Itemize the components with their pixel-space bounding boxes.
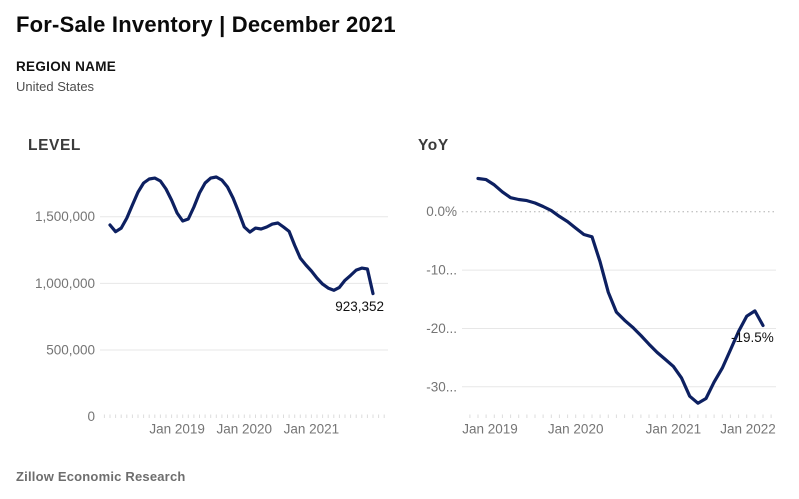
level-end-value-label: 923,352: [335, 299, 384, 314]
level-y-tick-label: 1,000,000: [35, 276, 95, 291]
level-x-tick-label: Jan 2019: [149, 422, 205, 437]
yoy-x-tick-label: Jan 2019: [462, 422, 518, 437]
level-x-tick-label: Jan 2020: [217, 422, 273, 437]
yoy-y-tick-label: -30...: [426, 379, 457, 394]
level-chart-heading: LEVEL: [28, 137, 81, 154]
level-y-tick-label: 500,000: [46, 343, 95, 358]
yoy-x-tick-label: Jan 2020: [548, 422, 604, 437]
source-credit: Zillow Economic Research: [16, 469, 186, 484]
yoy-series-line: [476, 176, 765, 405]
yoy-y-tick-label: -20...: [426, 321, 457, 336]
yoy-end-value-label: -19.5%: [731, 330, 774, 345]
region-name-value: United States: [16, 79, 95, 94]
yoy-x-tick-label: Jan 2022: [720, 422, 776, 437]
level-series-line: [108, 175, 375, 296]
level-x-tick-label: Jan 2021: [284, 422, 340, 437]
yoy-chart-canvas: 0.0% -10... -20... -30... Jan 2019 Jan 2020 Ja…: [426, 176, 776, 437]
yoy-chart-heading: YoY: [418, 137, 449, 154]
level-y-tick-label: 1,500,000: [35, 209, 95, 224]
yoy-y-tick-label: 0.0%: [426, 204, 457, 219]
yoy-x-tick-label: Jan 2021: [646, 422, 702, 437]
level-chart-canvas: 1,500,000 1,000,000 500,000 0 Jan 2019 Jan 20…: [35, 175, 388, 437]
region-name-label: REGION NAME: [16, 59, 117, 74]
yoy-y-tick-label: -10...: [426, 263, 457, 278]
level-y-tick-label: 0: [87, 409, 95, 424]
page-title: For-Sale Inventory | December 2021: [16, 12, 396, 37]
